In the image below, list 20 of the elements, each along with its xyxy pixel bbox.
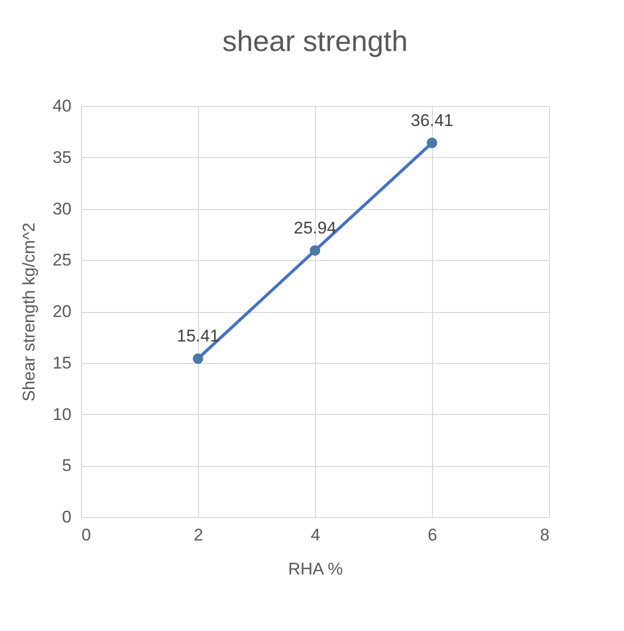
y-tick-label: 30: [52, 199, 72, 218]
x-tick-label: 0: [82, 526, 91, 544]
data-label: 36.41: [410, 110, 454, 130]
y-tick-label: 10: [52, 404, 72, 424]
chart-title: shear strength: [222, 26, 408, 58]
y-tick-label: 25: [52, 250, 72, 270]
x-axis-title: RHA %: [288, 560, 343, 578]
y-tick-label: 40: [52, 96, 72, 116]
y-axis-title: Shear strength kg/cm^2: [20, 222, 39, 402]
y-tick-label: 15: [52, 353, 72, 372]
data-label: 25.94: [294, 218, 336, 238]
x-tick-label: 2: [194, 526, 204, 544]
x-tick-label: 4: [310, 526, 320, 544]
x-tick-label: 6: [428, 526, 438, 544]
y-tick-label: 35: [52, 148, 72, 167]
y-tick-label: 5: [62, 456, 72, 476]
y-tick-label: 20: [52, 302, 72, 321]
y-tick-label: 0: [62, 508, 72, 526]
data-label: 15.41: [176, 326, 220, 346]
x-tick-label: 8: [540, 526, 550, 544]
